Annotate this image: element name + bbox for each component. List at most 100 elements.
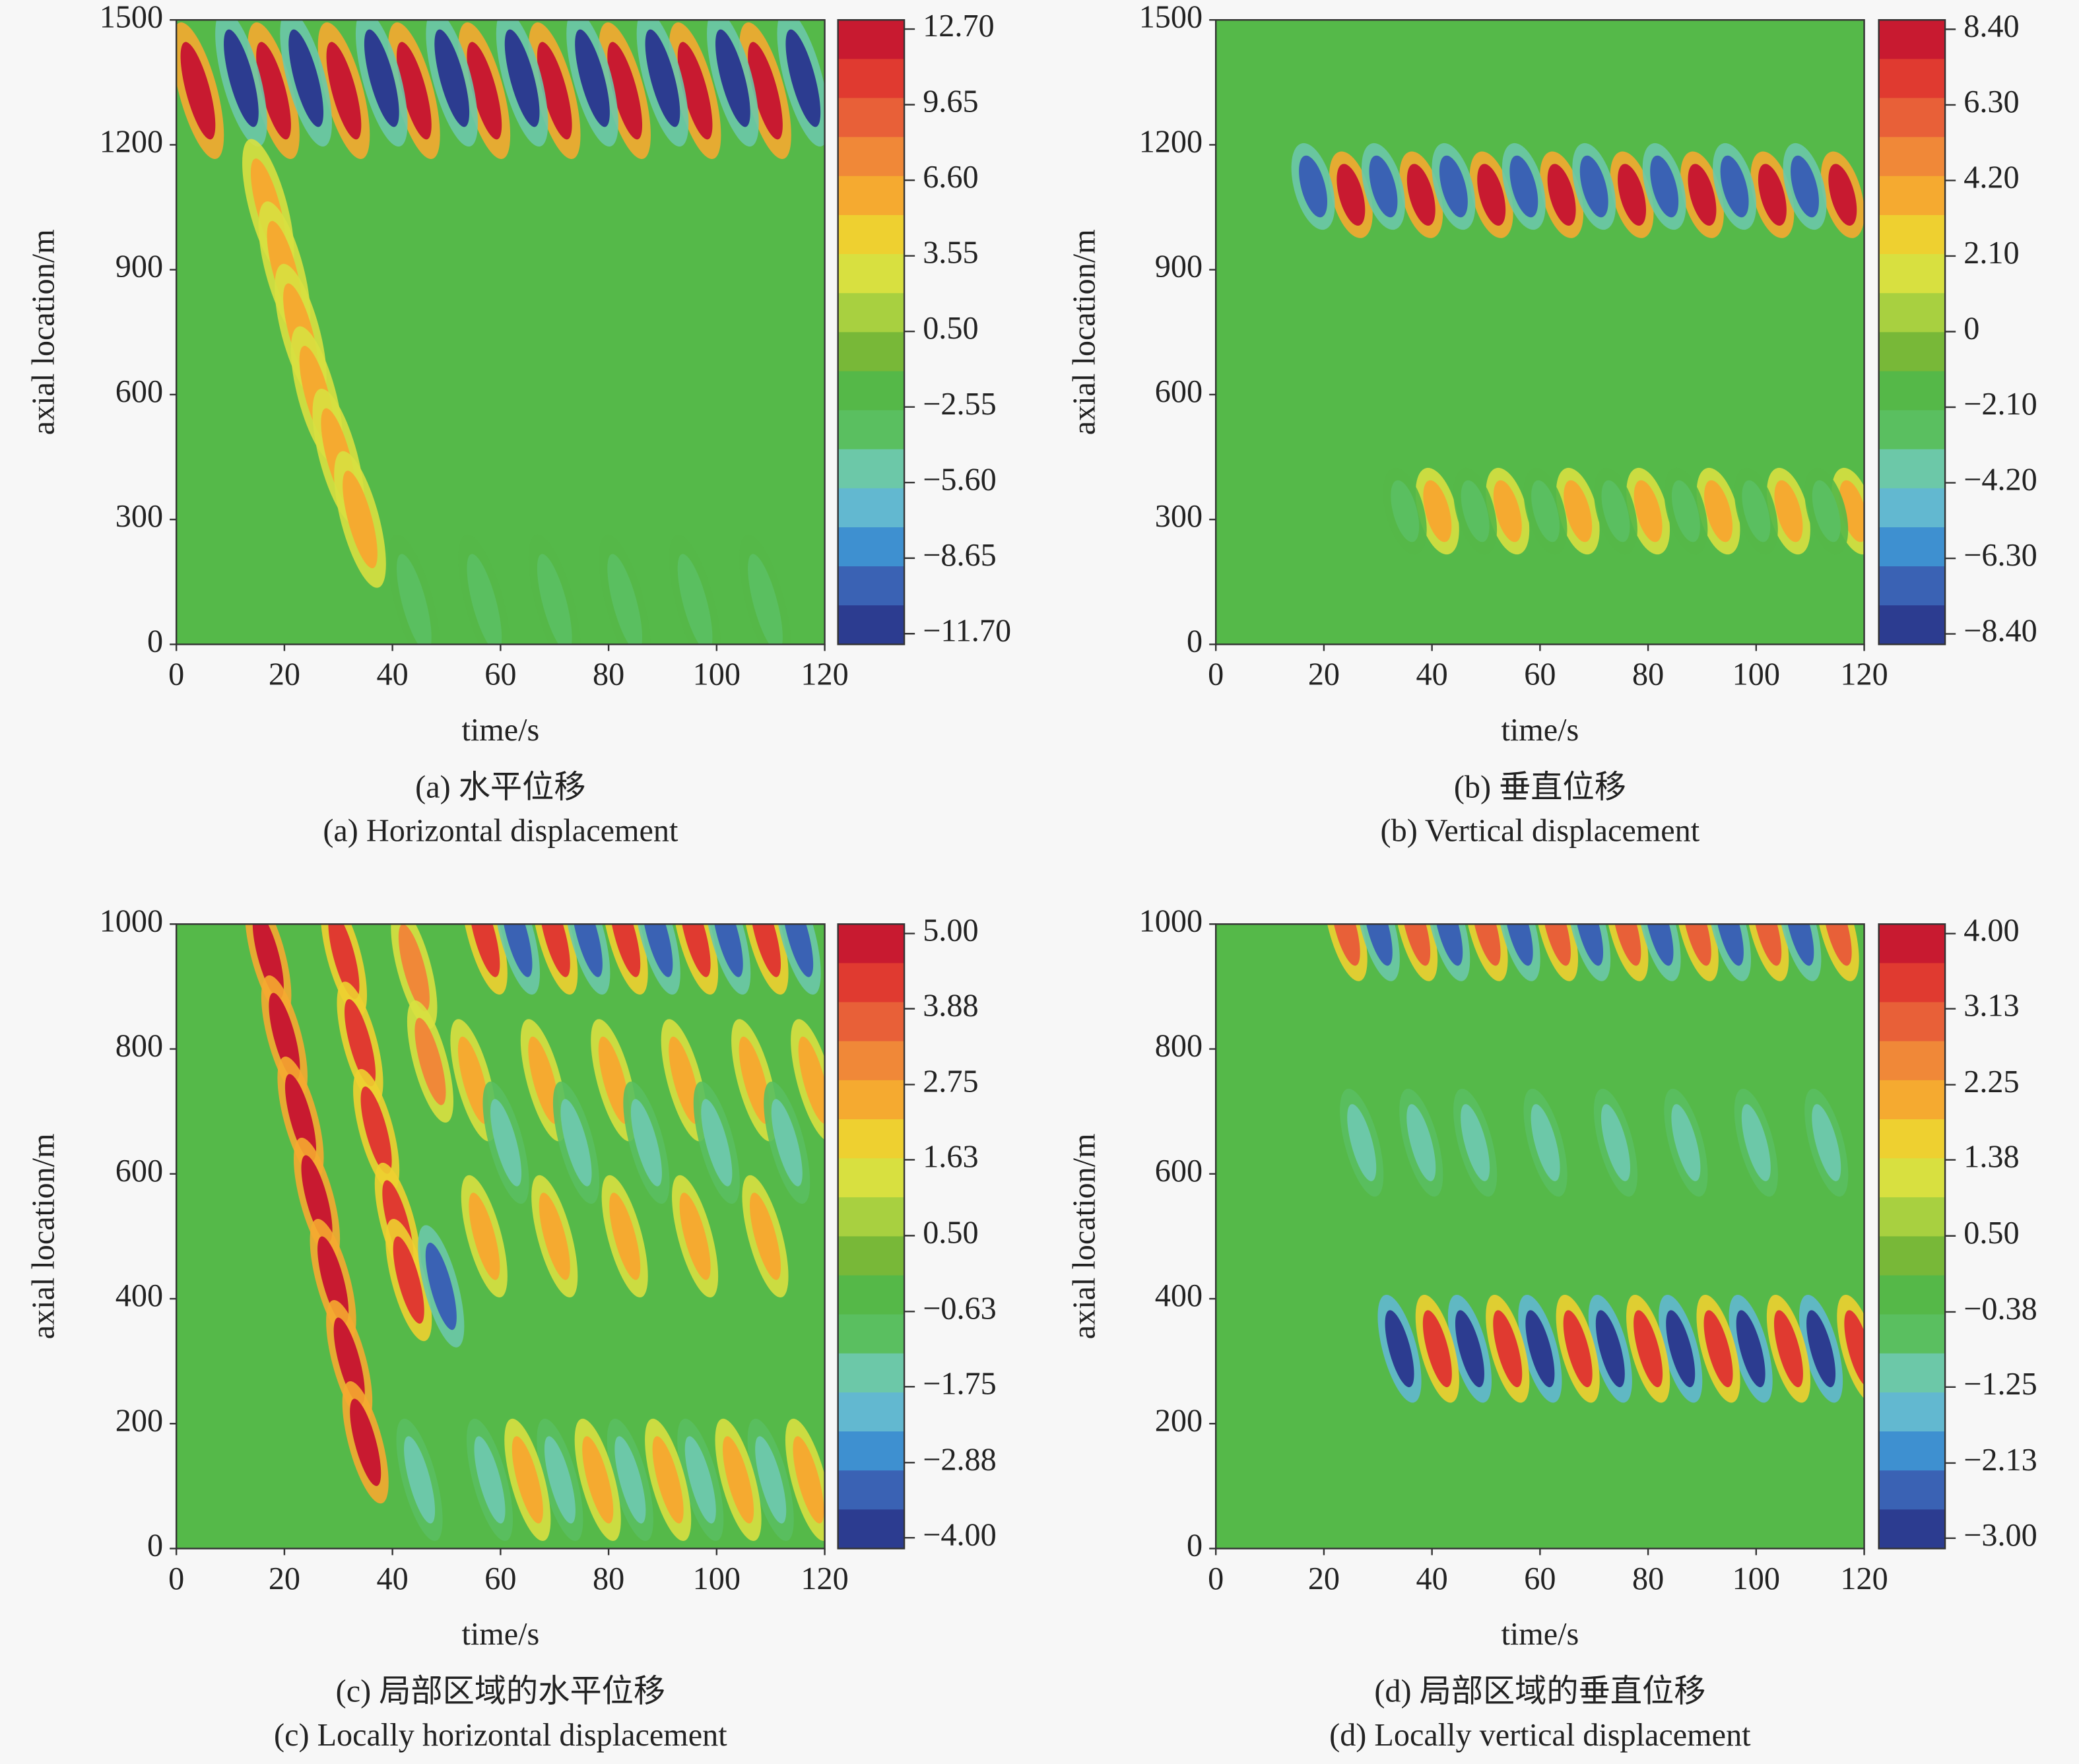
colorbar-tick-label: −5.60 bbox=[923, 462, 997, 497]
contour-core bbox=[782, 924, 814, 977]
colorbar-band bbox=[838, 214, 905, 255]
contour-core bbox=[398, 924, 430, 1012]
contour-core bbox=[224, 29, 259, 127]
y-tick-label: 400 bbox=[116, 1278, 163, 1313]
contour-core bbox=[630, 1099, 662, 1187]
x-tick-label: 40 bbox=[1416, 1561, 1448, 1596]
colorbar-tick-label: 6.60 bbox=[923, 160, 978, 195]
contour-core bbox=[582, 1436, 614, 1524]
colorbar-tick-label: −8.65 bbox=[923, 538, 997, 573]
contour-core bbox=[1600, 1104, 1630, 1181]
contour-core bbox=[1503, 924, 1533, 966]
contour-core bbox=[1634, 480, 1663, 542]
contour-core bbox=[317, 1236, 349, 1324]
y-axis-label: axial location/m bbox=[26, 1133, 61, 1339]
colorbar-band bbox=[838, 1236, 905, 1276]
y-tick-label: 200 bbox=[1155, 1403, 1203, 1438]
contour-core bbox=[1439, 155, 1468, 218]
colorbar-band bbox=[838, 1470, 905, 1511]
contour-core bbox=[469, 1192, 500, 1280]
y-tick-label: 1000 bbox=[100, 903, 163, 938]
x-tick-label: 0 bbox=[1208, 1561, 1224, 1596]
contour-core bbox=[642, 924, 673, 977]
contour-core bbox=[404, 1436, 436, 1524]
contour-core bbox=[1422, 1310, 1452, 1388]
colorbar-tick-label: 3.55 bbox=[923, 236, 978, 271]
colorbar-band bbox=[1878, 20, 1946, 60]
contour-core bbox=[1493, 1310, 1523, 1388]
x-tick-label: 100 bbox=[693, 1561, 741, 1596]
colorbar-band bbox=[1878, 176, 1946, 216]
contour-core bbox=[1703, 1310, 1733, 1388]
contour-core bbox=[609, 924, 641, 977]
y-tick-label: 800 bbox=[1155, 1029, 1203, 1064]
contour-core bbox=[609, 1192, 641, 1280]
colorbar-tick-label: −1.25 bbox=[1964, 1367, 2037, 1402]
y-tick-label: 300 bbox=[1155, 499, 1203, 534]
colorbar-band bbox=[1878, 1314, 1946, 1354]
colorbar-band bbox=[838, 1197, 905, 1237]
colorbar-band bbox=[838, 254, 905, 294]
colorbar-tick-label: 6.30 bbox=[1964, 84, 2019, 119]
contour-core bbox=[1774, 480, 1803, 542]
colorbar-band bbox=[1878, 527, 1946, 568]
contour-core bbox=[1574, 924, 1604, 966]
y-tick-label: 600 bbox=[1155, 374, 1203, 409]
x-tick-label: 0 bbox=[168, 1561, 184, 1596]
colorbar-tick-label: 5.00 bbox=[923, 913, 978, 948]
contour-core bbox=[785, 29, 821, 127]
colorbar-band bbox=[838, 20, 905, 60]
x-tick-label: 120 bbox=[1840, 1561, 1888, 1596]
contour-core bbox=[1531, 480, 1560, 542]
colorbar-band bbox=[838, 605, 905, 645]
contour-core bbox=[1493, 480, 1522, 542]
contour-core bbox=[1650, 155, 1679, 218]
contour-core bbox=[1618, 164, 1647, 226]
contour-core bbox=[1785, 924, 1814, 966]
colorbar-band bbox=[838, 59, 905, 99]
colorbar-band bbox=[1878, 59, 1946, 99]
contour-core bbox=[798, 1036, 825, 1124]
y-tick-label: 1000 bbox=[1139, 903, 1203, 938]
colorbar-tick-label: 12.70 bbox=[923, 9, 994, 44]
colorbar-band bbox=[1878, 1080, 1946, 1120]
contour-core bbox=[1406, 1104, 1436, 1181]
colorbar-band bbox=[838, 1509, 905, 1550]
contour-core bbox=[598, 1036, 630, 1124]
contour-core bbox=[1671, 480, 1700, 542]
colorbar-band bbox=[1878, 1353, 1946, 1393]
x-tick-label: 60 bbox=[484, 657, 516, 692]
colorbar-tick-label: −11.70 bbox=[923, 613, 1011, 648]
contour-core bbox=[504, 29, 540, 127]
contour-core bbox=[1601, 480, 1630, 542]
contour-core bbox=[469, 924, 500, 977]
contour-core bbox=[301, 1155, 333, 1243]
colorbar-band bbox=[838, 924, 905, 964]
colorbar-tick-label: 4.20 bbox=[1964, 160, 2019, 195]
colorbar-tick-label: −0.38 bbox=[1964, 1291, 2037, 1326]
contour-core bbox=[652, 1436, 684, 1524]
contour-core bbox=[490, 1099, 522, 1187]
colorbar-band bbox=[838, 566, 905, 606]
caption-en: (b) Vertical displacement bbox=[1381, 814, 1700, 849]
colorbar-band bbox=[838, 1275, 905, 1315]
contour-core bbox=[748, 554, 783, 645]
y-tick-label: 1500 bbox=[100, 0, 163, 34]
y-tick-label: 600 bbox=[116, 1154, 163, 1189]
caption-en: (c) Locally horizontal displacement bbox=[274, 1718, 727, 1753]
y-tick-label: 1200 bbox=[100, 125, 163, 160]
x-tick-label: 120 bbox=[801, 657, 848, 692]
x-tick-label: 80 bbox=[593, 1561, 624, 1596]
contour-core bbox=[1773, 1310, 1803, 1388]
x-tick-label: 60 bbox=[1524, 657, 1556, 692]
colorbar-band bbox=[838, 293, 905, 333]
x-tick-label: 120 bbox=[801, 1561, 848, 1596]
contour-core bbox=[1736, 1310, 1766, 1388]
colorbar-band bbox=[838, 98, 905, 138]
x-tick-label: 20 bbox=[1308, 1561, 1340, 1596]
contour-core bbox=[1525, 1310, 1555, 1388]
contour-core bbox=[684, 1436, 716, 1524]
contour-core bbox=[607, 554, 643, 645]
